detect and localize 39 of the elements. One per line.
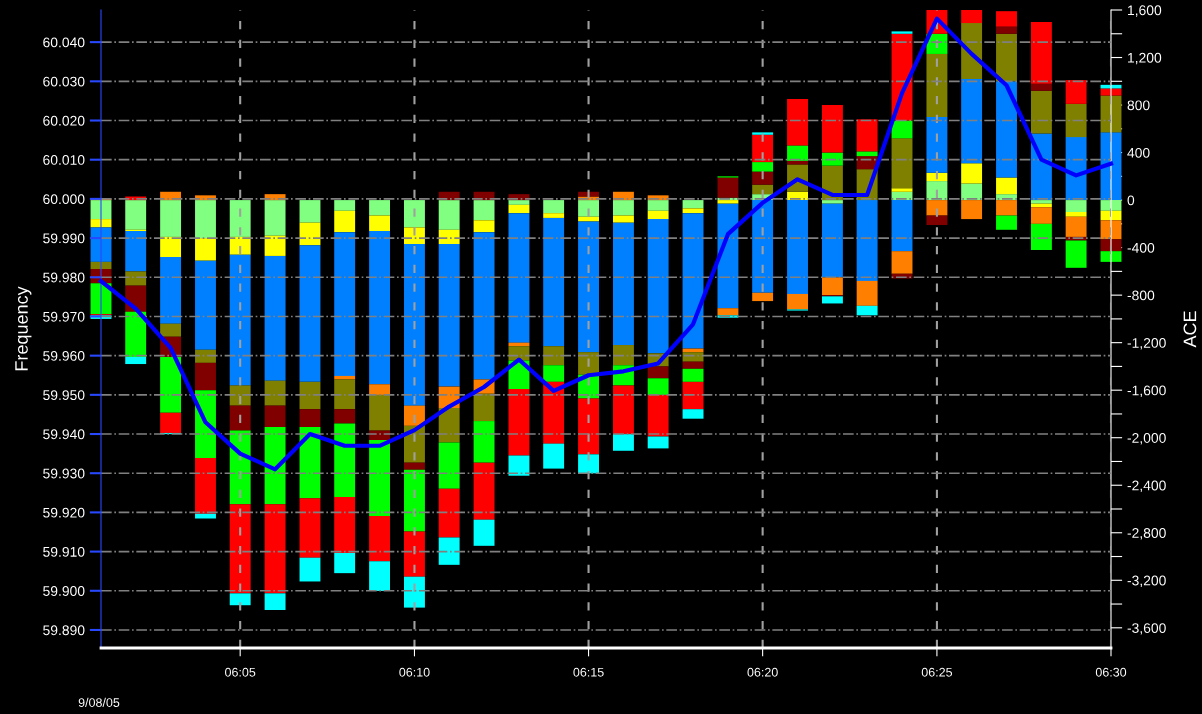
- y2-tick-label: -3,200: [1127, 575, 1166, 588]
- y2-tick-label: -2,800: [1127, 528, 1166, 540]
- y-tick-label: 59.920: [43, 507, 85, 518]
- y-tick-label: 60.040: [43, 37, 85, 48]
- y2-tick-label: 400: [1127, 147, 1150, 158]
- y2-tick-label: -2,400: [1127, 480, 1166, 493]
- x-tick-label: 06:30: [1095, 667, 1127, 677]
- text: 9/08/05: [78, 697, 120, 707]
- y2-tick-label: 800: [1127, 100, 1150, 111]
- y-tick-label: 60.030: [43, 76, 85, 87]
- y-tick-label: 60.010: [43, 155, 85, 165]
- x-tick-label: 06:25: [921, 667, 953, 677]
- x-tick-label: 06:05: [225, 667, 256, 677]
- x-tick-label: 06:20: [747, 667, 778, 677]
- y-tick-label: 59.980: [43, 272, 85, 283]
- y2-tick-label: 1,200: [1128, 52, 1162, 65]
- y2-tick-label: -3,600: [1127, 623, 1166, 635]
- y-axis-title: Frequency: [15, 286, 32, 371]
- y-tick-label: 60.000: [43, 194, 85, 205]
- y-tick-label: 59.930: [43, 468, 85, 479]
- y2-tick-label: -1,600: [1127, 385, 1166, 397]
- y-tick-label: 59.970: [43, 311, 85, 322]
- y-tick-label: 60.020: [43, 115, 85, 126]
- y-tick-label: 59.890: [43, 625, 85, 636]
- x-tick-label: 06:10: [399, 667, 430, 677]
- y-tick-label: 59.960: [43, 350, 85, 361]
- y2-axis-title: ACE: [1183, 311, 1197, 348]
- y-tick-label: 59.940: [43, 429, 85, 440]
- y-tick-label: 59.990: [43, 233, 85, 244]
- y2-tick-label: 0: [1127, 195, 1135, 206]
- y-tick-label: 59.910: [43, 546, 85, 557]
- y2-tick-label: -800: [1127, 290, 1155, 301]
- x-tick-label: 06:15: [573, 667, 604, 677]
- y-tick-label: 59.950: [43, 390, 85, 401]
- y2-tick-label: -400: [1127, 242, 1155, 253]
- y-tick-label: 59.900: [43, 586, 85, 596]
- y2-tick-label: -2,000: [1127, 433, 1166, 445]
- y2-tick-label: -1,200: [1127, 338, 1166, 350]
- y2-tick-label: 1,600: [1128, 5, 1162, 17]
